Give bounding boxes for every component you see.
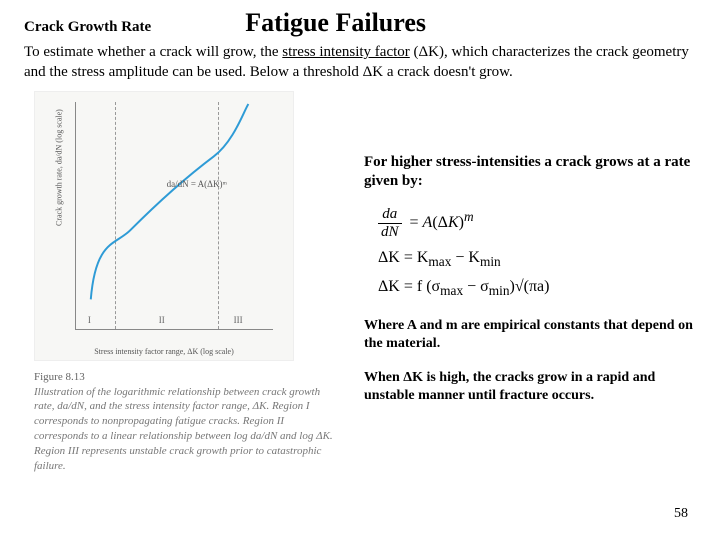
paragraph-3: When ΔK is high, the cracks grow in a ra… — [364, 369, 696, 405]
intro-text: To estimate whether a crack will grow, t… — [24, 42, 696, 83]
subtitle: Crack Growth Rate — [24, 19, 151, 36]
page-title: Fatigue Failures — [245, 8, 426, 38]
x-axis-label: Stress intensity factor range, ΔK (log s… — [35, 347, 293, 356]
figure-label: Figure 8.13 — [34, 371, 324, 383]
equation-1: dadN = A(ΔK)m — [378, 206, 696, 241]
chart-axes: I II III da/dN = A(ΔK)ᵐ — [75, 102, 273, 330]
header: Crack Growth Rate Fatigue Failures — [24, 8, 696, 38]
figure-caption: Illustration of the logarithmic relation… — [34, 385, 334, 474]
paragraph-1: For higher stress-intensities a crack gr… — [364, 153, 696, 192]
equation-2: ΔK = Kmax − Kmin — [378, 249, 696, 270]
page-number: 58 — [674, 506, 688, 522]
region-1-label: I — [88, 315, 91, 325]
y-axis-label: Crack growth rate, da/dN (log scale) — [55, 109, 64, 226]
figure-column: Crack growth rate, da/dN (log scale) I I… — [24, 91, 324, 474]
crack-growth-curve — [76, 102, 273, 329]
paragraph-2: Where A and m are empirical constants th… — [364, 317, 696, 353]
text-column: For higher stress-intensities a crack gr… — [324, 91, 696, 474]
crack-growth-chart: Crack growth rate, da/dN (log scale) I I… — [34, 91, 294, 361]
region-2-label: II — [159, 315, 165, 325]
equation-3: ΔK = f (σmax − σmin)√(πa) — [378, 278, 696, 299]
region-3-label: III — [234, 315, 243, 325]
chart-equation: da/dN = A(ΔK)ᵐ — [167, 179, 227, 189]
equations: dadN = A(ΔK)m ΔK = Kmax − Kmin ΔK = f (σ… — [378, 206, 696, 299]
